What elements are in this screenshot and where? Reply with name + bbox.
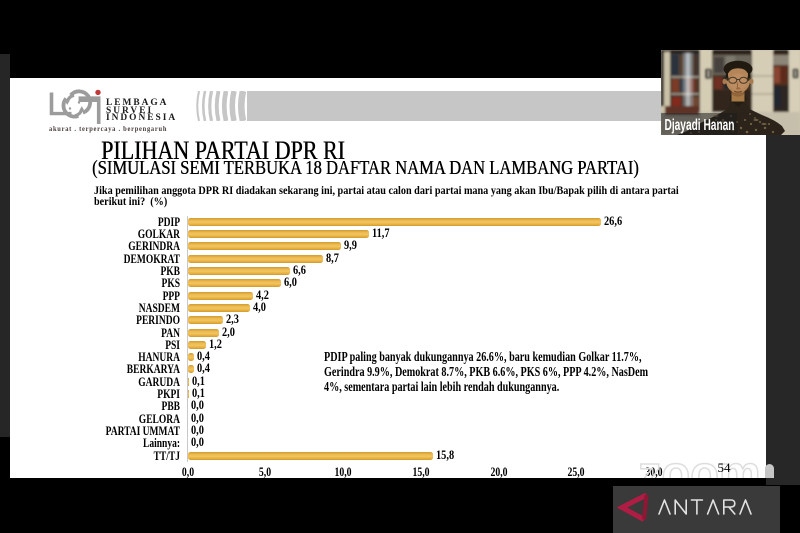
svg-text:Djayadi Hanan: Djayadi Hanan [665, 117, 735, 134]
